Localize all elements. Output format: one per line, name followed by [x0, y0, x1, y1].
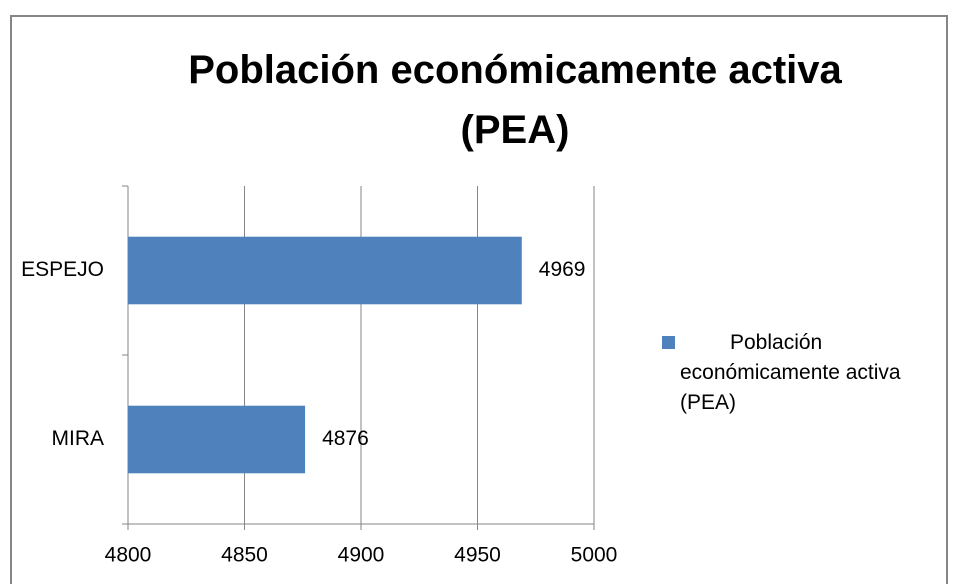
value-label: 4876 [322, 427, 369, 450]
value-label: 4969 [539, 258, 586, 281]
chart-title: Población económicamente activa (PEA) [188, 48, 842, 152]
y-tick-label: ESPEJO [21, 258, 104, 281]
x-tick-label: 5000 [571, 544, 618, 567]
legend-swatch [662, 336, 675, 349]
legend-label: Población económicamente activa (PEA) [680, 331, 901, 414]
x-tick-label: 4800 [105, 544, 152, 567]
x-tick-label: 4900 [338, 544, 385, 567]
x-tick-label: 4850 [221, 544, 268, 567]
x-tick-label: 4950 [454, 544, 501, 567]
bar [128, 405, 306, 474]
y-tick-label: MIRA [52, 427, 105, 450]
legend: Población económicamente activa (PEA) [662, 328, 942, 418]
bar [128, 236, 522, 305]
chart-frame [10, 15, 948, 584]
